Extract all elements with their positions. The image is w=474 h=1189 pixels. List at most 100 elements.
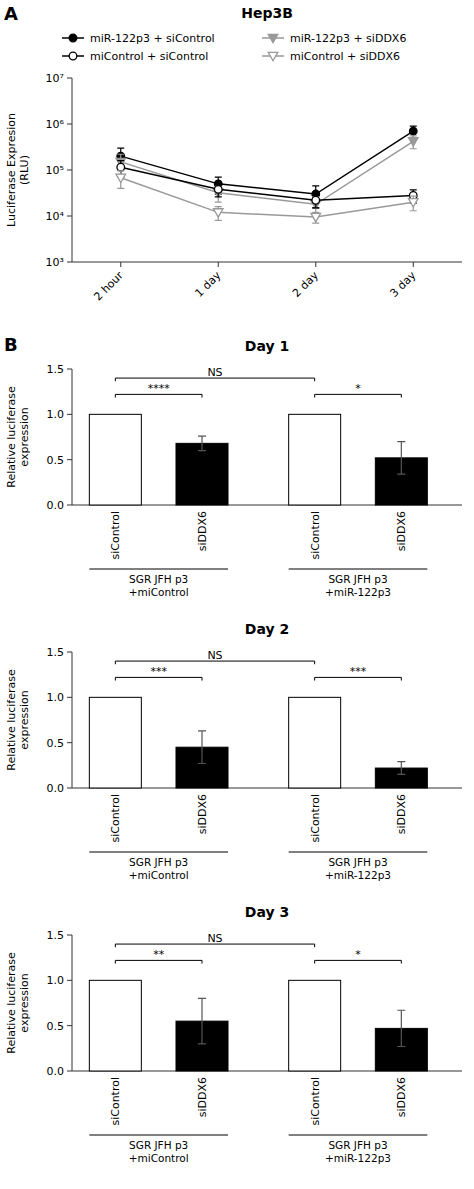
plot-area: [89, 414, 427, 505]
y-tick-label: 10³: [46, 256, 64, 269]
group-underline: [289, 569, 428, 570]
x-tick-label: 2 day: [290, 269, 321, 300]
x-tick-label: siDDX6: [395, 511, 408, 551]
error-bar: [312, 195, 319, 208]
group-label: SGR JFH p3+miR-122p3: [325, 1139, 391, 1164]
significance-label: *: [355, 382, 361, 395]
x-tick-label: siControl: [109, 794, 122, 843]
x-tick: [413, 262, 414, 267]
series-point: [117, 163, 125, 171]
x-tick-label: siDDX6: [196, 1077, 209, 1117]
y-axis-line: [72, 369, 73, 505]
plot-area: [89, 697, 427, 788]
bar: [89, 980, 141, 1071]
y-axis-label: Relative luciferaseexpression: [5, 669, 31, 771]
bar: [289, 414, 341, 505]
group-underline: [289, 1135, 428, 1136]
text-line: Relative luciferase: [5, 386, 18, 488]
chart-title: Day 2: [245, 621, 289, 637]
group-label: SGR JFH p3+miControl: [129, 573, 189, 598]
text-line: Luciferase Expresion: [5, 113, 18, 227]
group-label: SGR JFH p3+miR-122p3: [325, 856, 391, 881]
legend-item: miR-122p3 + siDDX6: [262, 32, 406, 45]
y-tick: [67, 980, 72, 981]
text-line: +miControl: [129, 1152, 189, 1164]
plot-area: [116, 126, 418, 223]
legend-item: miR-122p3 + siControl: [62, 32, 215, 45]
significance-label: NS: [207, 649, 222, 662]
text-line: SGR JFH p3: [129, 1139, 188, 1151]
bar: [176, 443, 228, 505]
error-bar: [215, 177, 222, 194]
legend-label: miR-122p3 + siDDX6: [290, 32, 406, 45]
significance-label: ***: [350, 665, 367, 678]
text-line: +miControl: [129, 586, 189, 598]
panel-label: A: [4, 3, 18, 24]
y-axis-label: Relative luciferaseexpression: [5, 386, 31, 488]
text-line: expression: [18, 407, 31, 466]
y-tick: [67, 124, 72, 125]
legend-label: miR-122p3 + siControl: [90, 32, 215, 45]
y-axis-label: Relative luciferaseexpression: [5, 952, 31, 1054]
text-line: (RLU): [18, 155, 31, 185]
legend-item: miControl + siDDX6: [262, 50, 400, 63]
plot-area: [89, 980, 427, 1071]
y-tick-label: 10⁶: [46, 118, 65, 131]
bar: [89, 414, 141, 505]
text-line: Relative luciferase: [5, 952, 18, 1054]
error-bar: [397, 1010, 405, 1046]
text-line: SGR JFH p3: [328, 856, 387, 868]
x-tick: [315, 262, 316, 267]
series-point: [312, 196, 320, 204]
significance-label: *: [355, 948, 361, 961]
y-tick-label: 1.0: [47, 691, 65, 704]
text-line: +miR-122p3: [325, 1152, 391, 1164]
y-axis-label-group: Relative luciferaseexpression: [5, 669, 31, 771]
y-tick: [67, 1025, 72, 1026]
x-tick-label: siDDX6: [196, 511, 209, 551]
text-line: Relative luciferase: [5, 669, 18, 771]
y-tick: [67, 697, 72, 698]
y-axis-line: [72, 652, 73, 788]
y-tick-label: 1.5: [47, 363, 65, 376]
y-tick: [67, 369, 72, 370]
y-axis-label-group: Relative luciferaseexpression: [5, 952, 31, 1054]
series-line: [121, 178, 414, 217]
bar: [289, 697, 341, 788]
y-tick-label: 0.5: [47, 454, 65, 467]
group-underline: [89, 852, 228, 853]
group-label: SGR JFH p3+miControl: [129, 856, 189, 881]
error-bar: [198, 436, 206, 451]
series-line: [121, 141, 414, 204]
error-bar: [397, 762, 405, 775]
y-tick: [67, 742, 72, 743]
significance-label: ***: [150, 665, 167, 678]
legend-swatch-marker: [268, 52, 278, 60]
significance-label: NS: [207, 366, 222, 379]
series-point: [408, 199, 418, 207]
y-tick-label: 1.5: [47, 646, 65, 659]
x-axis-line: [72, 262, 462, 263]
legend-swatch-marker: [69, 34, 77, 42]
bar: [289, 980, 341, 1071]
x-tick-label: siControl: [109, 1077, 122, 1126]
x-tick-label: 3 day: [387, 269, 418, 300]
y-tick: [67, 1071, 72, 1072]
y-tick-label: 0.0: [47, 782, 65, 795]
x-tick-label: siControl: [309, 794, 322, 843]
chart-title: Hep3B: [241, 5, 293, 21]
chart-title: Day 3: [245, 904, 289, 920]
panel-label: B: [4, 334, 18, 355]
series-point: [408, 138, 418, 146]
text-line: +miR-122p3: [325, 586, 391, 598]
significance-label: NS: [207, 932, 222, 945]
series-point: [213, 209, 223, 217]
bar: [89, 697, 141, 788]
y-tick: [67, 262, 72, 263]
y-tick-label: 0.0: [47, 1065, 65, 1078]
group-label: SGR JFH p3+miControl: [129, 1139, 189, 1164]
y-axis-label-group: Luciferase Expresion(RLU): [5, 113, 31, 227]
series-point: [116, 174, 126, 182]
group-underline: [89, 1135, 228, 1136]
text-line: SGR JFH p3: [129, 573, 188, 585]
